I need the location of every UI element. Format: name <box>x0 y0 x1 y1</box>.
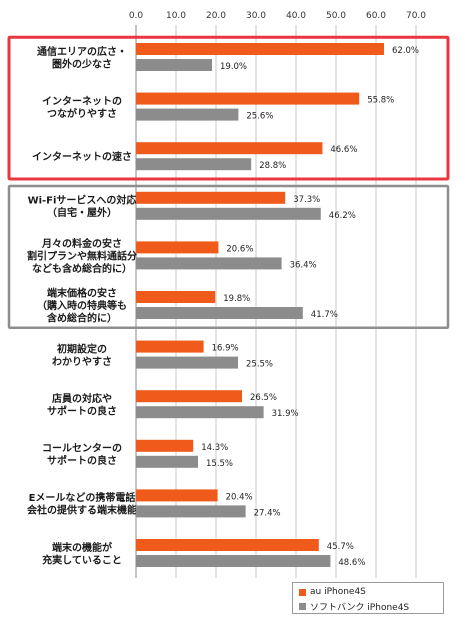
bar-au <box>136 390 242 403</box>
bar-au <box>136 92 360 105</box>
legend-item-softbank: ソフトバンク iPhone4S <box>299 600 410 613</box>
value-label: 15.5% <box>206 459 233 469</box>
value-label: 20.4% <box>226 492 253 502</box>
category-label: 店員の対応や <box>52 392 112 405</box>
bar-au <box>136 241 219 254</box>
category-label: Wi-Fiサービスへの対応 <box>28 194 137 207</box>
bar-au <box>136 142 323 155</box>
category-label: 端末価格の安さ <box>47 287 117 300</box>
category-label: サポートの良さ <box>47 454 117 467</box>
bar-au <box>136 340 204 353</box>
category-label: なども含め総合的に） <box>32 262 132 275</box>
bar-softbank <box>136 307 303 319</box>
category-label: サポートの良さ <box>47 404 117 417</box>
category-label: Eメールなどの携帯電話 <box>29 491 136 504</box>
value-label: 19.0% <box>220 62 247 72</box>
x-tick-label: 0.0 <box>129 11 144 21</box>
legend-label-softbank: ソフトバンク iPhone4S <box>310 602 410 613</box>
highlight-box <box>7 184 450 330</box>
value-label: 28.8% <box>259 161 286 171</box>
value-label: 27.4% <box>254 508 281 518</box>
category-label: インターネットの <box>42 95 122 107</box>
bar-au <box>136 439 194 452</box>
value-label: 31.9% <box>272 409 299 419</box>
value-label: 62.0% <box>392 46 419 56</box>
category-label: （自宅・屋外） <box>47 206 117 219</box>
bar-softbank <box>136 108 239 121</box>
category-label: 圏外の少なさ <box>52 57 112 70</box>
x-tick-label: 70.0 <box>406 11 426 21</box>
x-tick-label: 60.0 <box>366 11 386 21</box>
bar-au <box>136 43 384 55</box>
bar-softbank <box>136 505 246 518</box>
bar-au <box>136 539 319 551</box>
value-label: 25.5% <box>246 360 273 370</box>
bar-softbank <box>136 555 331 567</box>
bar-softbank <box>136 158 252 171</box>
value-label: 16.9% <box>212 344 239 354</box>
legend-swatch-softbank <box>299 602 306 610</box>
bar-softbank <box>136 207 321 220</box>
highlight-box <box>7 35 450 181</box>
category-label: 充実していること <box>42 553 122 566</box>
legend-item-au: au iPhone4S <box>299 586 366 598</box>
bar-softbank <box>136 406 264 419</box>
category-label: 含め総合的に） <box>47 312 117 325</box>
legend-label-au: au iPhone4S <box>310 587 366 597</box>
value-label: 45.7% <box>327 542 354 552</box>
category-label: （購入時の特典等も <box>37 299 127 312</box>
category-label: 初期設定の <box>57 342 107 355</box>
bar-au <box>136 191 286 204</box>
value-label: 37.3% <box>293 195 320 205</box>
category-label: コールセンターの <box>42 443 122 455</box>
value-label: 48.6% <box>338 558 365 568</box>
value-label: 41.7% <box>311 310 338 320</box>
x-tick-label: 30.0 <box>246 11 266 21</box>
category-label: 割引プランや無料通話分 <box>27 249 137 262</box>
bar-au <box>136 291 216 303</box>
category-label: インターネットの速さ <box>32 150 132 163</box>
chart-legend: au iPhone4S ソフトバンク iPhone4S <box>292 582 444 614</box>
category-label: 会社の提供する端末機能 <box>27 504 137 517</box>
value-label: 55.8% <box>367 96 394 106</box>
bar-softbank <box>136 356 238 369</box>
x-tick-label: 50.0 <box>326 11 346 21</box>
x-tick-label: 10.0 <box>166 11 186 21</box>
legend-swatch-au <box>299 588 306 596</box>
category-label: 端末の機能が <box>52 541 113 554</box>
value-label: 19.8% <box>223 294 250 304</box>
value-label: 46.6% <box>330 145 357 155</box>
bar-softbank <box>136 59 212 71</box>
x-tick-label: 40.0 <box>286 11 306 21</box>
category-label: 月々の料金の安さ <box>41 237 122 250</box>
value-label: 46.2% <box>329 211 356 221</box>
value-label: 25.6% <box>246 112 273 122</box>
bar-softbank <box>136 455 198 468</box>
bar-au <box>136 489 218 502</box>
value-label: 36.4% <box>290 260 317 270</box>
category-label: つながりやすさ <box>47 107 117 120</box>
category-label: わかりやすさ <box>52 356 112 368</box>
value-label: 14.3% <box>201 443 228 453</box>
bar-softbank <box>136 257 282 270</box>
value-label: 20.6% <box>226 244 253 254</box>
x-tick-label: 20.0 <box>206 11 226 21</box>
category-label: 通信エリアの広さ・ <box>37 45 127 58</box>
value-label: 26.5% <box>250 393 277 403</box>
